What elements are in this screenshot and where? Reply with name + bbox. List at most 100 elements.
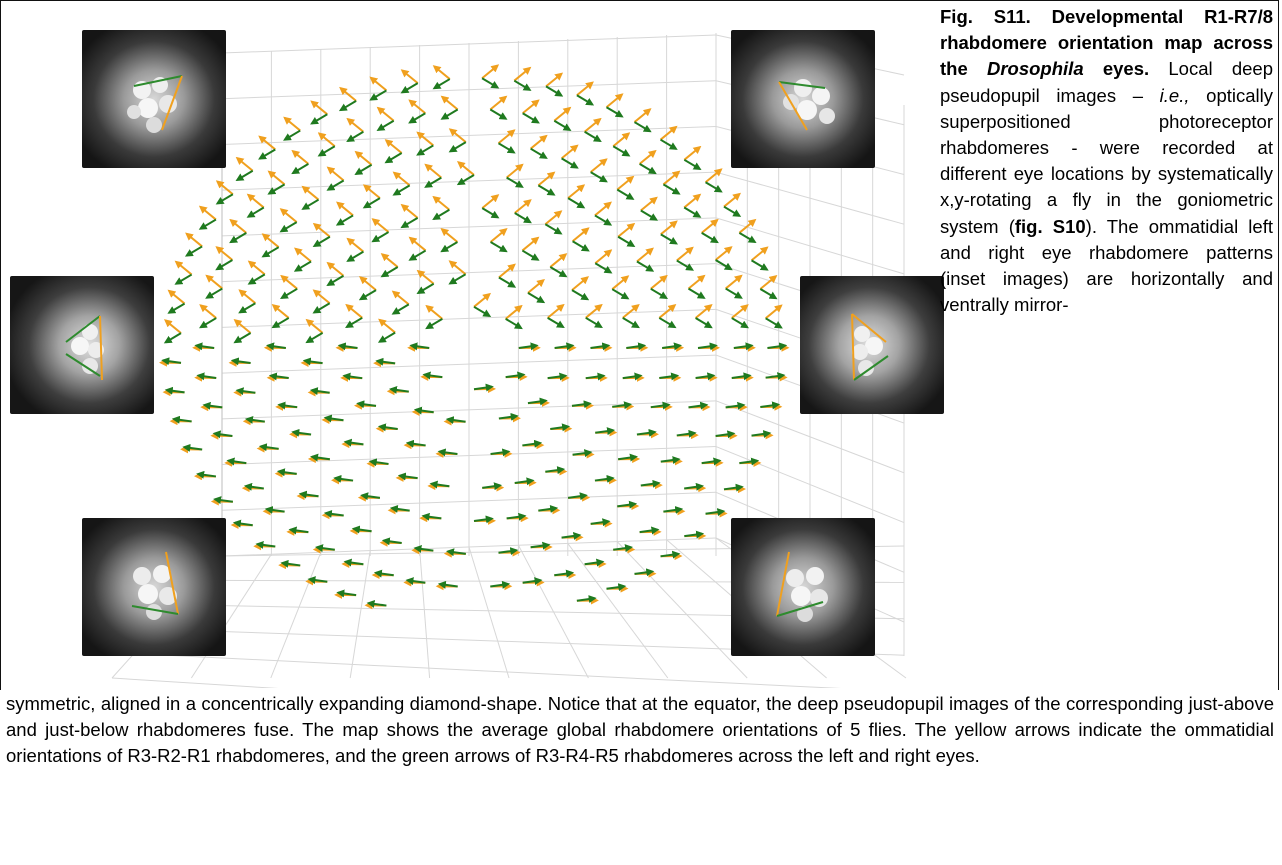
green-arrow (767, 342, 788, 351)
yellow-arrow (584, 117, 602, 133)
green-arrow (310, 113, 328, 125)
green-arrow (567, 197, 586, 209)
yellow-arrow (416, 131, 434, 147)
green-arrow (358, 289, 377, 301)
yellow-arrow (279, 208, 298, 223)
inset-image-bottom-left (82, 518, 226, 656)
green-arrow (545, 85, 564, 97)
green-arrow (408, 249, 427, 261)
green-arrow (326, 274, 344, 287)
green-arrow (650, 401, 671, 410)
yellow-arrow (765, 304, 783, 320)
yellow-arrow (633, 108, 652, 123)
green-arrow (346, 250, 364, 262)
green-arrow (326, 179, 345, 191)
green-arrow (235, 169, 254, 181)
green-arrow (354, 163, 373, 176)
yellow-arrow (489, 95, 508, 111)
yellow-arrow (660, 220, 678, 236)
orientation-map-figure (4, 8, 944, 688)
green-arrow (368, 458, 389, 467)
green-arrow (489, 108, 508, 120)
green-arrow (473, 515, 494, 524)
green-arrow (606, 583, 627, 592)
yellow-arrow (163, 319, 182, 334)
green-arrow (626, 342, 647, 351)
yellow-arrow (701, 218, 719, 234)
grid-line (567, 543, 669, 679)
green-arrow (392, 184, 411, 196)
green-arrow (416, 144, 434, 156)
green-arrow (639, 526, 660, 535)
green-arrow (639, 163, 657, 175)
green-arrow (351, 525, 372, 534)
green-arrow (446, 548, 466, 557)
green-arrow (377, 423, 398, 432)
green-arrow (261, 246, 280, 258)
green-arrow (413, 544, 434, 553)
green-arrow (572, 449, 593, 458)
green-arrow (268, 372, 289, 381)
green-arrow (530, 541, 551, 550)
grid-line (715, 171, 905, 225)
yellow-arrow (425, 304, 443, 320)
yellow-arrow (400, 69, 419, 84)
green-arrow (293, 260, 312, 272)
yellow-arrow (505, 304, 523, 320)
green-arrow (731, 372, 752, 381)
green-arrow (554, 569, 575, 578)
green-arrow (585, 372, 606, 381)
yellow-arrow (378, 318, 396, 334)
green-arrow (198, 218, 217, 230)
yellow-arrow (312, 289, 331, 305)
yellow-arrow (291, 149, 310, 165)
green-arrow (676, 429, 697, 438)
grid-line (715, 400, 905, 474)
green-arrow (377, 331, 396, 343)
green-arrow (554, 342, 575, 351)
green-arrow (298, 490, 319, 499)
green-arrow (490, 241, 508, 253)
grid-line (221, 34, 717, 54)
green-arrow (212, 430, 233, 439)
grid-line (270, 552, 322, 679)
yellow-arrow (280, 274, 298, 290)
green-arrow (527, 292, 546, 304)
green-arrow (369, 89, 387, 101)
green-arrow (676, 259, 695, 271)
green-arrow (381, 537, 402, 546)
green-arrow (413, 406, 434, 415)
figure-title: Developmental R1-R7/8 rhabdomere orienta… (940, 6, 1273, 80)
green-arrow (271, 317, 290, 329)
yellow-arrow (301, 185, 320, 201)
green-arrow (301, 198, 320, 210)
yellow-arrow (622, 303, 640, 319)
green-arrow (584, 130, 602, 143)
green-arrow (422, 371, 443, 380)
green-arrow (266, 342, 286, 351)
green-arrow (309, 387, 330, 396)
green-arrow (571, 400, 592, 409)
yellow-arrow (380, 253, 399, 268)
green-arrow (550, 423, 571, 432)
inset-image-top-right (731, 30, 875, 168)
green-arrow (384, 152, 403, 164)
green-arrow (576, 595, 597, 604)
grid-line (221, 263, 717, 283)
green-arrow (456, 174, 475, 186)
green-arrow (342, 372, 363, 381)
yellow-arrow (267, 170, 286, 186)
caption-text-1: Local deep pseudopupil images – (940, 58, 1273, 106)
caption-ie: i.e., (1159, 84, 1190, 106)
green-arrow (215, 259, 233, 271)
yellow-arrow (283, 116, 301, 132)
green-arrow (280, 559, 301, 568)
green-arrow (617, 500, 638, 509)
green-arrow (505, 318, 523, 330)
yellow-arrow (215, 180, 234, 196)
figure-caption-bottom: symmetric, aligned in a concentrically e… (6, 693, 1274, 767)
green-arrow (481, 207, 500, 219)
yellow-arrow (326, 261, 345, 277)
inset-image-middle-left (10, 276, 154, 414)
grid-line (221, 491, 717, 511)
